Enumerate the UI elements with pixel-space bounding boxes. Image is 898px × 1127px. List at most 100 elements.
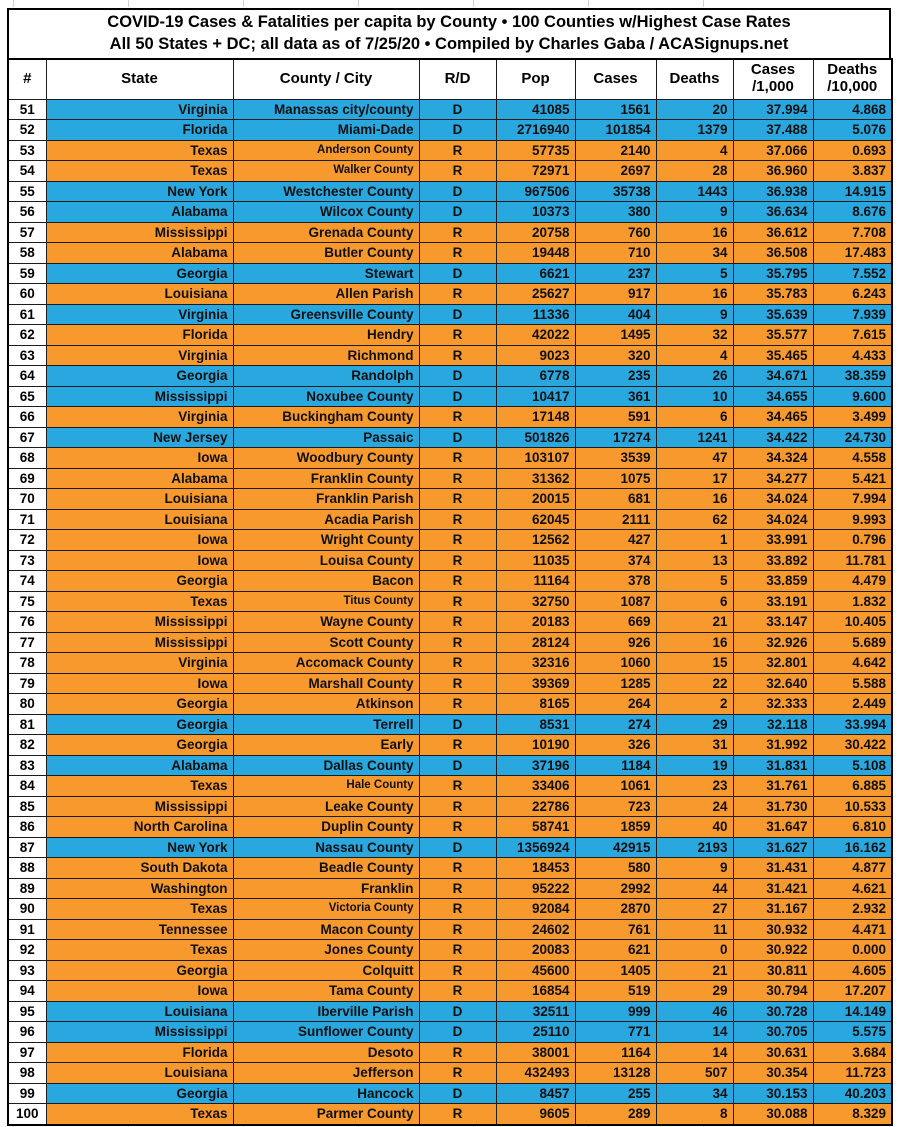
row-county: Leake County <box>232 795 420 817</box>
header-row: # State County / City R/D Pop Cases Deat… <box>7 58 893 100</box>
row-cases: 2697 <box>574 160 657 182</box>
table-row: 100 Texas Parmer County R 9605 289 8 30.… <box>7 1103 893 1125</box>
table-row: 77 Mississippi Scott County R 28124 926 … <box>7 631 893 653</box>
row-pop: 11035 <box>495 549 576 571</box>
table-row: 70 Louisiana Franklin Parish R 20015 681… <box>7 488 893 510</box>
row-party: R <box>418 508 497 530</box>
row-deaths: 34 <box>655 1082 734 1104</box>
row-cases: 1060 <box>574 652 657 674</box>
row-deaths-per-10000: 8.676 <box>812 201 893 223</box>
row-cases: 289 <box>574 1103 657 1125</box>
row-state: Virginia <box>45 406 234 428</box>
row-cases: 17274 <box>574 426 657 448</box>
row-cases-per-1000: 31.647 <box>732 816 814 838</box>
table-row: 91 Tennessee Macon County R 24602 761 11… <box>7 918 893 940</box>
table-row: 92 Texas Jones County R 20083 621 0 30.9… <box>7 939 893 961</box>
row-cases-per-1000: 30.631 <box>732 1041 814 1063</box>
row-deaths: 2 <box>655 693 734 715</box>
row-state: Iowa <box>45 672 234 694</box>
row-party: R <box>418 590 497 612</box>
row-cases-per-1000: 30.728 <box>732 1000 814 1022</box>
row-deaths: 16 <box>655 221 734 243</box>
row-deaths: 26 <box>655 365 734 387</box>
row-state: Mississippi <box>45 385 234 407</box>
table-row: 71 Louisiana Acadia Parish R 62045 2111 … <box>7 508 893 530</box>
row-deaths: 6 <box>655 406 734 428</box>
row-cases: 2140 <box>574 139 657 161</box>
row-state: Alabama <box>45 201 234 223</box>
row-rank: 76 <box>7 611 47 633</box>
row-rank: 91 <box>7 918 47 940</box>
row-deaths: 62 <box>655 508 734 530</box>
table-body: 51 Virginia Manassas city/county D 41085… <box>7 98 893 1125</box>
row-rank: 94 <box>7 980 47 1002</box>
row-party: R <box>418 857 497 879</box>
row-deaths-per-10000: 7.552 <box>812 262 893 284</box>
table-row: 86 North Carolina Duplin County R 58741 … <box>7 816 893 838</box>
row-cases-per-1000: 30.794 <box>732 980 814 1002</box>
table-row: 84 Texas Hale County R 33406 1061 23 31.… <box>7 775 893 797</box>
row-cases-per-1000: 30.153 <box>732 1082 814 1104</box>
row-party: R <box>418 488 497 510</box>
table-row: 85 Mississippi Leake County R 22786 723 … <box>7 795 893 817</box>
row-party: R <box>418 139 497 161</box>
row-cases-per-1000: 30.705 <box>732 1021 814 1043</box>
row-cases-per-1000: 30.088 <box>732 1103 814 1125</box>
row-state: New Jersey <box>45 426 234 448</box>
row-state: Virginia <box>45 303 234 325</box>
row-deaths: 17 <box>655 467 734 489</box>
row-cases-per-1000: 36.612 <box>732 221 814 243</box>
row-deaths: 22 <box>655 672 734 694</box>
row-rank: 77 <box>7 631 47 653</box>
row-pop: 19448 <box>495 242 576 264</box>
row-cases: 1075 <box>574 467 657 489</box>
row-deaths: 29 <box>655 713 734 735</box>
row-state: New York <box>45 180 234 202</box>
row-state: Florida <box>45 324 234 346</box>
row-party: R <box>418 918 497 940</box>
row-pop: 62045 <box>495 508 576 530</box>
row-state: Texas <box>45 160 234 182</box>
col-header-deaths-per-10000: Deaths /10,000 <box>812 58 893 100</box>
row-cases: 404 <box>574 303 657 325</box>
row-state: Florida <box>45 1041 234 1063</box>
row-state: Texas <box>45 1103 234 1125</box>
table-row: 93 Georgia Colquitt R 45600 1405 21 30.8… <box>7 959 893 981</box>
row-deaths: 11 <box>655 918 734 940</box>
row-cases-per-1000: 33.859 <box>732 570 814 592</box>
row-party: D <box>418 365 497 387</box>
row-state: Iowa <box>45 447 234 469</box>
row-rank: 55 <box>7 180 47 202</box>
row-pop: 11336 <box>495 303 576 325</box>
row-deaths: 16 <box>655 283 734 305</box>
row-deaths-per-10000: 7.708 <box>812 221 893 243</box>
row-county: Westchester County <box>232 180 420 202</box>
row-deaths-per-10000: 17.207 <box>812 980 893 1002</box>
row-party: D <box>418 180 497 202</box>
row-state: Mississippi <box>45 611 234 633</box>
row-rank: 95 <box>7 1000 47 1022</box>
table-row: 53 Texas Anderson County R 57735 2140 4 … <box>7 139 893 161</box>
row-cases-per-1000: 31.627 <box>732 836 814 858</box>
row-pop: 18453 <box>495 857 576 879</box>
row-pop: 8165 <box>495 693 576 715</box>
row-state: Georgia <box>45 959 234 981</box>
row-cases-per-1000: 34.277 <box>732 467 814 489</box>
col-header-cases: Cases <box>574 58 657 100</box>
row-pop: 10373 <box>495 201 576 223</box>
row-rank: 89 <box>7 877 47 899</box>
row-county: Wilcox County <box>232 201 420 223</box>
row-party: D <box>418 262 497 284</box>
row-deaths: 0 <box>655 939 734 961</box>
row-cases: 723 <box>574 795 657 817</box>
row-pop: 20083 <box>495 939 576 961</box>
table-row: 83 Alabama Dallas County D 37196 1184 19… <box>7 754 893 776</box>
row-deaths-per-10000: 1.832 <box>812 590 893 612</box>
row-county: Desoto <box>232 1041 420 1063</box>
row-pop: 22786 <box>495 795 576 817</box>
row-party: D <box>418 1082 497 1104</box>
row-deaths: 1 <box>655 529 734 551</box>
table-row: 51 Virginia Manassas city/county D 41085… <box>7 98 893 120</box>
row-county: Sunflower County <box>232 1021 420 1043</box>
row-pop: 6621 <box>495 262 576 284</box>
